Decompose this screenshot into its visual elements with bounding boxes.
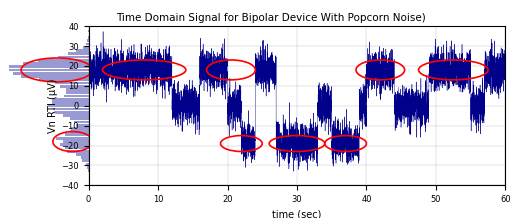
Bar xyxy=(55,111,89,114)
Bar xyxy=(82,160,89,162)
Bar xyxy=(71,127,89,130)
Bar xyxy=(65,95,89,97)
Bar xyxy=(9,68,89,72)
Bar xyxy=(76,153,89,156)
Bar xyxy=(66,91,89,94)
Bar xyxy=(85,43,89,46)
Bar xyxy=(13,72,89,75)
Bar xyxy=(68,52,89,55)
Bar xyxy=(58,56,89,58)
Bar xyxy=(70,130,89,133)
Bar xyxy=(67,150,89,153)
Bar xyxy=(65,133,89,136)
Bar xyxy=(70,117,89,120)
Bar xyxy=(66,88,89,91)
Bar xyxy=(83,46,89,49)
Bar xyxy=(9,65,89,68)
Bar xyxy=(60,85,89,88)
Text: Time Domain Signal for Bipolar Device With Popcorn Noise): Time Domain Signal for Bipolar Device Wi… xyxy=(116,13,426,23)
Bar xyxy=(87,39,89,42)
Bar xyxy=(56,137,89,140)
Bar xyxy=(88,166,89,169)
Bar xyxy=(65,146,89,149)
Bar xyxy=(74,121,89,123)
Bar xyxy=(88,36,89,39)
Bar xyxy=(53,107,89,111)
Bar xyxy=(22,62,89,65)
Bar xyxy=(77,49,89,52)
Bar xyxy=(88,169,89,172)
Bar xyxy=(64,140,89,143)
Bar xyxy=(38,59,89,62)
X-axis label: time (sec): time (sec) xyxy=(272,209,321,218)
Bar xyxy=(52,101,89,104)
Bar xyxy=(81,156,89,159)
Bar xyxy=(55,82,89,84)
Bar xyxy=(52,98,89,101)
Bar xyxy=(86,163,89,166)
Y-axis label: Vn RTI (µV): Vn RTI (µV) xyxy=(48,78,58,133)
Bar xyxy=(76,124,89,127)
Bar xyxy=(60,143,89,146)
Bar xyxy=(47,104,89,107)
Bar xyxy=(39,78,89,81)
Bar xyxy=(63,114,89,117)
Bar xyxy=(21,75,89,78)
